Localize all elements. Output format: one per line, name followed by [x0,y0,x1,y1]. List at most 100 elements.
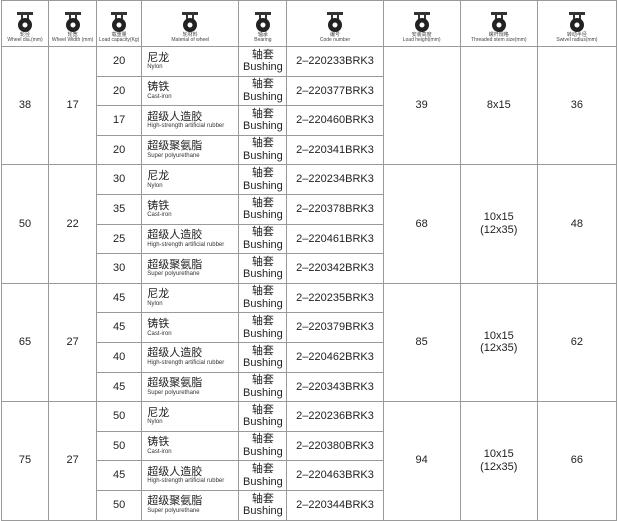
material: 尼龙 Nylon [141,164,240,195]
material-en: Nylon [147,300,163,307]
material-en: Super polyurethane [147,152,200,159]
header-cell: 编号 Code number [286,0,384,47]
material-cn: 铸铁 [147,317,170,330]
header-icon [182,11,199,32]
bearing: 轴套 Bushing [238,134,288,166]
code-number: 2–220463BRK3 [286,460,384,491]
header-cn: 轴承 [257,31,268,38]
bearing: 轴套 Bushing [238,401,288,432]
bearing-en: Bushing [243,505,283,518]
header-en: Material of wheel [171,37,210,44]
bearing: 轴套 Bushing [238,371,288,403]
header-cell: 安装高度 Load height(mm) [382,0,461,47]
material: 铸铁 Cast-iron [141,193,240,225]
material-cn: 超级聚氨脂 [147,140,203,153]
stem-line: 10x15 [483,448,514,461]
header-icon [17,11,34,32]
bearing-cn: 轴套 [251,285,274,298]
header-en: Threaded stem size(mm) [470,37,527,44]
header-cn: 轮径 [20,31,31,38]
header-cell: 轮宽 Wheel Width (mm) [48,0,98,47]
material: 超级聚氨脂 Super polyurethane [141,253,240,284]
bearing-en: Bushing [243,90,283,103]
header-en: Load capacity(Kg) [99,37,140,44]
bearing: 轴套 Bushing [238,341,288,373]
bearing-cn: 轴套 [251,196,274,209]
header-cell: 轮材料 Material of wheel [141,0,240,47]
bearing-cn: 轴套 [251,374,274,387]
load-height: 85 [382,282,461,403]
material-en: Nylon [147,64,163,71]
bearing: 轴套 Bushing [238,46,288,77]
data-row: 65 27 45 尼龙 Nylon 轴套 Bushing 2–220235BRK3 85 10x1… [0,282,618,403]
header-cn: 转动半径 [566,31,587,38]
material-en: Cast-iron [147,93,172,100]
bearing: 轴套 Bushing [238,312,288,343]
material-cn: 超级人造胶 [147,229,203,242]
bearing: 轴套 Bushing [238,282,288,314]
wheel-diameter: 75 [0,401,50,521]
code-number: 2–220344BRK3 [286,489,384,521]
header-icon [327,11,344,32]
load-capacity: 45 [96,282,143,314]
wheel-width: 17 [48,45,98,166]
header-icon [568,11,585,32]
bearing: 轴套 Bushing [238,105,288,136]
header-icon [254,11,271,32]
load-capacity: 45 [96,460,143,491]
load-capacity: 20 [96,46,143,77]
header-cell: 螺杆规格 Threaded stem size(mm) [459,0,538,47]
bearing-en: Bushing [243,446,283,459]
wheel-diameter: 50 [0,164,50,284]
bearing-cn: 轴套 [251,462,274,475]
material-en: Super polyurethane [147,389,200,396]
header-cell: 载重量 Load capacity(Kg) [96,0,143,47]
load-height: 39 [382,45,461,166]
material-cn: 超级聚氨脂 [147,377,203,390]
material: 超级聚氨脂 Super polyurethane [141,489,240,521]
stem-line: (12x35) [480,224,518,237]
stem-line: (12x35) [480,460,518,473]
bearing-en: Bushing [243,209,283,222]
bearing: 轴套 Bushing [238,430,288,462]
bearing-cn: 轴套 [251,403,274,416]
code-number: 2–220461BRK3 [286,223,384,255]
data-row: 35 铸铁 Cast-iron 轴套 Bushing 2–220378BRK3 [2,193,617,225]
stem-line: 10x15 [483,211,514,224]
material: 超级人造胶 High-strength artificial rubber [141,105,240,136]
material: 尼龙 Nylon [141,46,240,77]
material-cn: 尼龙 [147,169,170,182]
stem-size: 10x15 (12x35) [459,282,538,403]
material: 尼龙 Nylon [141,282,240,314]
bearing-cn: 轴套 [251,107,274,120]
bearing-cn: 轴套 [251,78,274,91]
material-en: Cast-iron [147,330,172,337]
header-icon [413,11,430,32]
header-en: Code number [319,37,351,44]
bearing-cn: 轴套 [251,315,274,327]
bearing-cn: 轴套 [251,167,274,180]
material-en: High-strength artificial rubber [147,241,225,248]
load-capacity: 17 [96,105,143,136]
bearing: 轴套 Bushing [238,489,288,521]
data-row: 45 铸铁 Cast-iron 轴套 Bushing 2–220379BRK3 [2,312,617,343]
load-capacity: 35 [96,193,143,225]
load-capacity: 20 [96,134,143,166]
material-en: High-strength artificial rubber [147,478,225,485]
code-number: 2–220342BRK3 [286,253,384,284]
data-row: 45 超级人造胶 High-strength artificial rubber 轴套… [2,460,617,491]
load-height: 94 [382,401,461,521]
bearing: 轴套 Bushing [238,460,288,491]
load-capacity: 25 [96,223,143,255]
material-en: Super polyurethane [147,508,200,515]
bearing-en: Bushing [243,475,283,488]
header-en: Wheel Width (mm) [51,37,94,44]
material-cn: 超级聚氨脂 [147,258,203,271]
material-en: Cast-iron [147,448,172,455]
stem-line: 8x15 [486,99,511,112]
code-number: 2–220378BRK3 [286,193,384,225]
header-cn: 螺杆规格 [488,31,509,38]
header-cell: 转动半径 Swivel radius(mm) [536,0,618,47]
material-en: Cast-iron [147,212,172,219]
load-capacity: 40 [96,341,143,373]
